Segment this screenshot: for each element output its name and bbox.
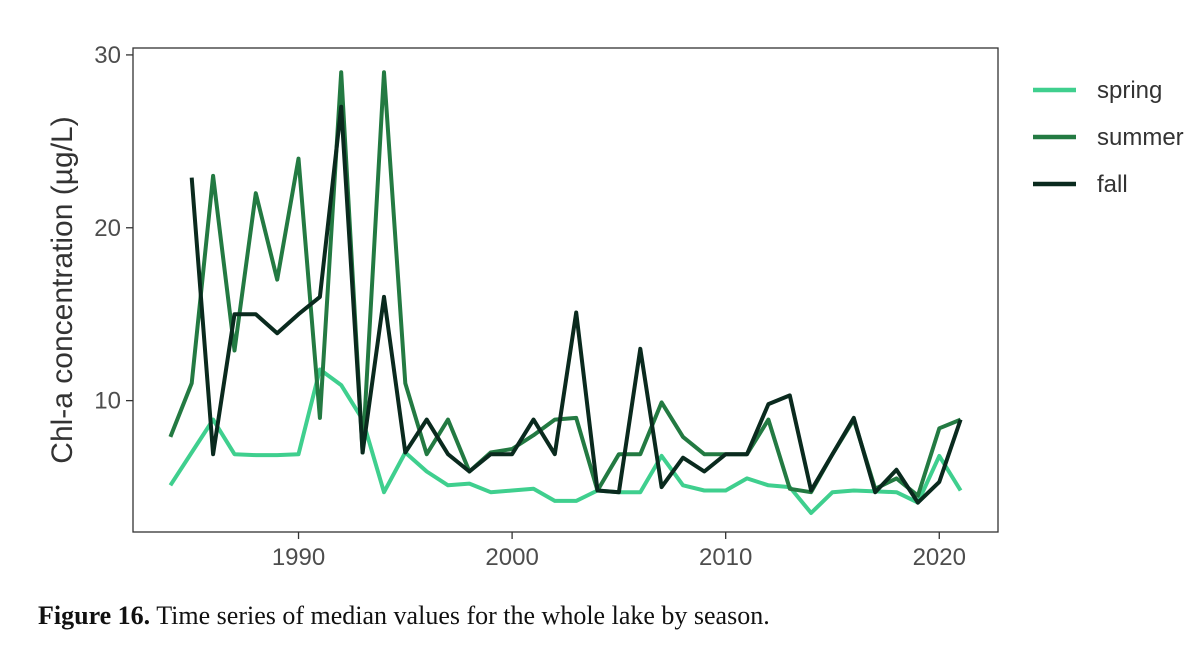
x-tick-label: 1990 [272,544,325,571]
y-axis: 10 20 30 [94,42,133,415]
x-tick-label: 2020 [913,544,966,571]
legend-label-summer: summer [1097,124,1184,151]
caption-text: Time series of median values for the who… [150,601,770,630]
series-line-summer [168,70,962,498]
y-tick-label: 10 [94,388,121,415]
plot-lines [168,70,963,515]
plot-panel-border [132,47,999,533]
series-line-spring [168,367,963,515]
figure-caption: Figure 16. Time series of median values … [38,601,770,631]
x-tick-label: 2010 [699,544,752,571]
legend-label-spring: spring [1097,77,1162,104]
y-tick-label: 20 [94,215,121,242]
y-tick-label: 30 [94,42,121,69]
chart: 1990 2000 2010 2020 10 20 30 Chl-a concentrat… [46,42,1184,571]
y-axis-title: Chl-a concentration (µg/L) [46,116,79,463]
figure-label: Figure 16. [38,601,151,630]
x-axis: 1990 2000 2010 2020 [272,532,966,571]
legend: spring summer fall [1033,77,1184,198]
series-line-fall [189,104,963,505]
legend-label-fall: fall [1097,171,1128,198]
x-tick-label: 2000 [485,544,538,571]
